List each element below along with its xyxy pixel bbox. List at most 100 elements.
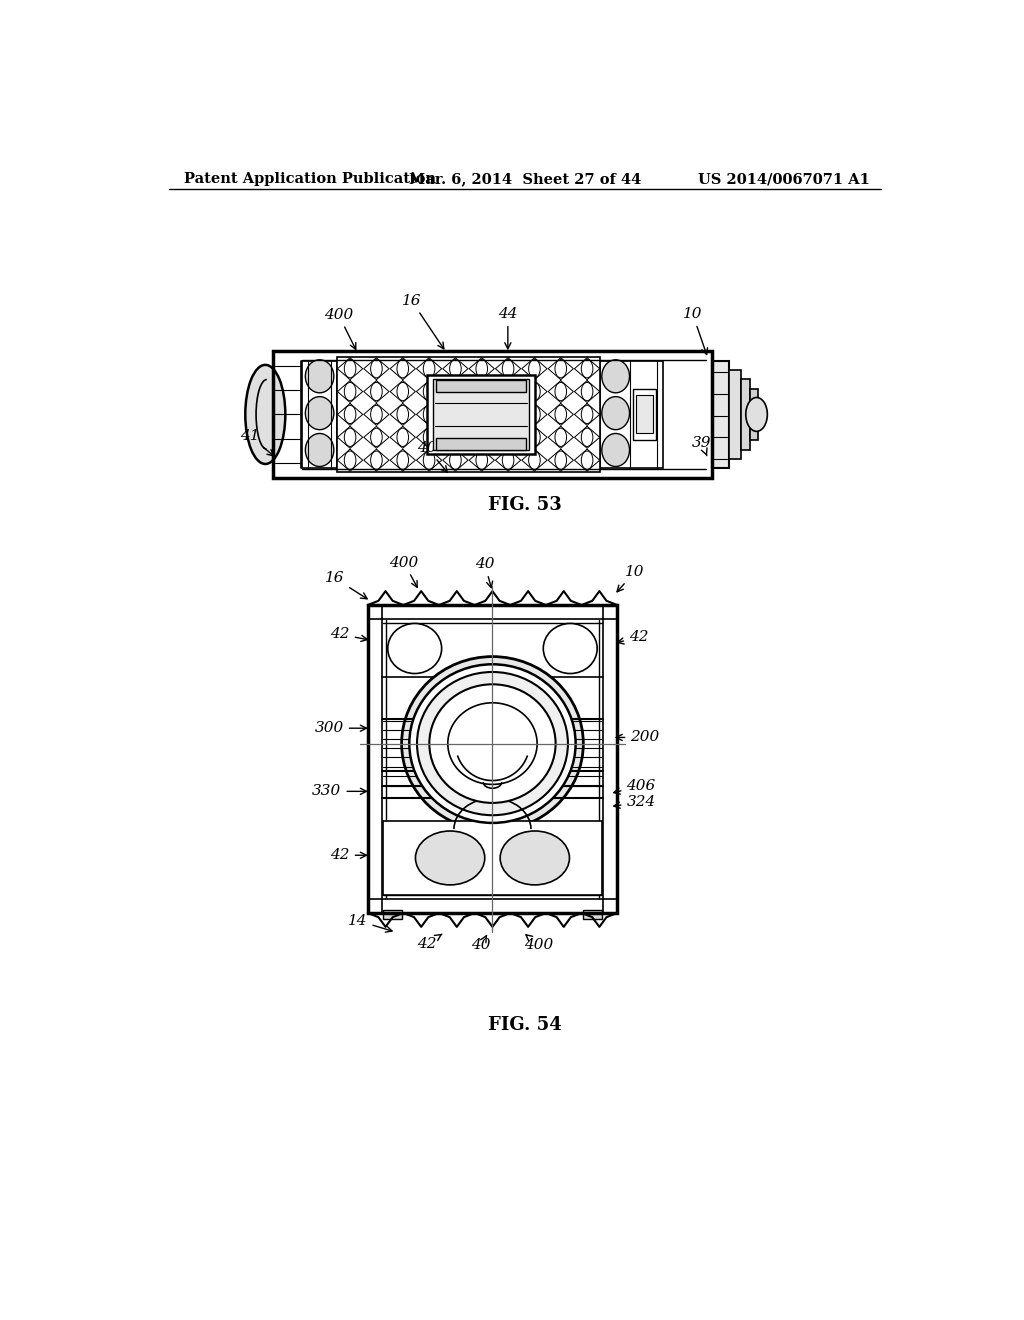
Text: 40: 40 — [475, 557, 495, 587]
Ellipse shape — [476, 383, 487, 401]
Bar — [583, 909, 602, 919]
Text: 44: 44 — [498, 308, 517, 348]
Bar — [436, 438, 525, 450]
Text: US 2014/0067071 A1: US 2014/0067071 A1 — [698, 172, 869, 186]
Ellipse shape — [305, 433, 334, 466]
Ellipse shape — [371, 383, 382, 401]
Ellipse shape — [371, 451, 382, 470]
Bar — [712, 362, 729, 467]
Ellipse shape — [417, 672, 568, 816]
Bar — [436, 380, 525, 392]
Ellipse shape — [371, 428, 382, 446]
Ellipse shape — [582, 383, 593, 401]
Bar — [383, 821, 602, 895]
Ellipse shape — [401, 656, 584, 830]
Text: 40: 40 — [417, 441, 447, 473]
Ellipse shape — [582, 451, 593, 470]
Ellipse shape — [476, 428, 487, 446]
Ellipse shape — [344, 451, 356, 470]
Text: 324: 324 — [613, 795, 655, 809]
Bar — [741, 379, 751, 450]
Ellipse shape — [582, 405, 593, 424]
Ellipse shape — [410, 664, 575, 822]
Bar — [368, 605, 617, 913]
Ellipse shape — [450, 359, 461, 378]
Ellipse shape — [371, 405, 382, 424]
Bar — [633, 389, 655, 440]
Text: 40: 40 — [471, 936, 490, 952]
Ellipse shape — [582, 359, 593, 378]
Text: FIG. 53: FIG. 53 — [487, 496, 562, 513]
Ellipse shape — [476, 451, 487, 470]
Ellipse shape — [582, 428, 593, 446]
Ellipse shape — [476, 359, 487, 378]
Ellipse shape — [555, 383, 566, 401]
Ellipse shape — [423, 428, 435, 446]
Ellipse shape — [503, 359, 514, 378]
Text: 42: 42 — [331, 849, 367, 862]
Ellipse shape — [503, 451, 514, 470]
Ellipse shape — [344, 359, 356, 378]
Text: 400: 400 — [524, 935, 553, 952]
Ellipse shape — [602, 433, 630, 466]
Bar — [302, 362, 337, 467]
Ellipse shape — [528, 383, 541, 401]
Ellipse shape — [602, 360, 630, 393]
Ellipse shape — [544, 623, 597, 673]
Ellipse shape — [246, 364, 286, 463]
Ellipse shape — [397, 359, 409, 378]
Text: Patent Application Publication: Patent Application Publication — [184, 172, 436, 186]
Text: 300: 300 — [314, 721, 367, 735]
Ellipse shape — [388, 623, 441, 673]
Ellipse shape — [555, 405, 566, 424]
Ellipse shape — [450, 428, 461, 446]
Ellipse shape — [429, 684, 556, 803]
Ellipse shape — [397, 451, 409, 470]
Bar — [600, 362, 664, 467]
Text: 16: 16 — [401, 294, 443, 348]
Ellipse shape — [423, 359, 435, 378]
Text: 42: 42 — [417, 935, 442, 950]
Text: 400: 400 — [324, 308, 355, 350]
Text: 10: 10 — [617, 565, 645, 591]
Ellipse shape — [423, 451, 435, 470]
Ellipse shape — [555, 359, 566, 378]
Bar — [751, 389, 758, 440]
Text: 42: 42 — [617, 631, 648, 644]
Ellipse shape — [500, 832, 569, 884]
Ellipse shape — [344, 405, 356, 424]
Bar — [273, 351, 712, 478]
Bar — [273, 351, 712, 478]
Text: Mar. 6, 2014  Sheet 27 of 44: Mar. 6, 2014 Sheet 27 of 44 — [409, 172, 641, 186]
Text: 16: 16 — [325, 572, 368, 599]
Ellipse shape — [423, 405, 435, 424]
Ellipse shape — [745, 397, 767, 432]
Ellipse shape — [371, 359, 382, 378]
Ellipse shape — [344, 428, 356, 446]
Text: 42: 42 — [331, 627, 368, 642]
Bar — [433, 379, 528, 450]
Bar — [729, 370, 741, 459]
Text: 406: 406 — [613, 779, 655, 795]
Bar — [337, 358, 600, 471]
Bar — [368, 605, 617, 913]
Bar — [427, 375, 535, 454]
Ellipse shape — [528, 359, 541, 378]
Ellipse shape — [450, 405, 461, 424]
Ellipse shape — [305, 396, 334, 430]
Ellipse shape — [555, 451, 566, 470]
Ellipse shape — [416, 832, 484, 884]
Ellipse shape — [344, 383, 356, 401]
Ellipse shape — [305, 360, 334, 393]
Bar — [636, 396, 652, 433]
Ellipse shape — [528, 451, 541, 470]
Ellipse shape — [602, 396, 630, 430]
Ellipse shape — [503, 428, 514, 446]
Text: 10: 10 — [683, 308, 708, 355]
Ellipse shape — [476, 405, 487, 424]
Text: 330: 330 — [312, 784, 367, 799]
Ellipse shape — [423, 383, 435, 401]
Ellipse shape — [450, 383, 461, 401]
Ellipse shape — [528, 405, 541, 424]
Ellipse shape — [447, 702, 538, 784]
